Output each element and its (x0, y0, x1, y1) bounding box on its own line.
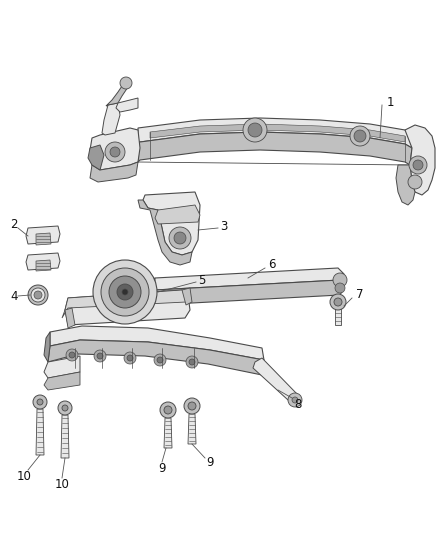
Text: 9: 9 (158, 462, 166, 474)
Polygon shape (396, 165, 415, 205)
Circle shape (122, 289, 128, 295)
Text: 2: 2 (10, 217, 18, 230)
Polygon shape (182, 288, 192, 305)
Polygon shape (62, 290, 188, 318)
Polygon shape (36, 409, 44, 455)
Text: 3: 3 (220, 220, 228, 232)
Circle shape (184, 398, 200, 414)
Circle shape (31, 288, 45, 302)
Polygon shape (106, 81, 130, 106)
Circle shape (354, 130, 366, 142)
Circle shape (333, 273, 347, 287)
Circle shape (58, 401, 72, 415)
Circle shape (154, 354, 166, 366)
Circle shape (334, 298, 342, 306)
Text: 5: 5 (198, 273, 206, 287)
Circle shape (117, 284, 133, 300)
Text: 10: 10 (17, 470, 32, 482)
Circle shape (186, 356, 198, 368)
Circle shape (408, 175, 422, 189)
Polygon shape (44, 372, 80, 390)
Polygon shape (44, 332, 50, 362)
Polygon shape (405, 125, 435, 195)
Circle shape (94, 350, 106, 362)
Polygon shape (26, 226, 60, 244)
Polygon shape (102, 103, 120, 135)
Polygon shape (164, 418, 172, 448)
Polygon shape (138, 200, 192, 265)
Circle shape (66, 349, 78, 361)
Polygon shape (116, 98, 138, 112)
Circle shape (248, 123, 262, 137)
Circle shape (93, 260, 157, 324)
Polygon shape (143, 192, 200, 255)
Circle shape (37, 399, 43, 405)
Circle shape (164, 406, 172, 414)
Circle shape (292, 397, 298, 403)
Polygon shape (44, 356, 80, 378)
Circle shape (330, 294, 346, 310)
Polygon shape (36, 233, 51, 245)
Circle shape (69, 352, 75, 358)
Circle shape (188, 402, 196, 410)
Polygon shape (150, 280, 344, 305)
Circle shape (34, 291, 42, 299)
Polygon shape (48, 340, 264, 375)
Polygon shape (150, 124, 405, 142)
Polygon shape (90, 162, 138, 182)
Polygon shape (88, 145, 104, 170)
Polygon shape (150, 278, 155, 305)
Circle shape (120, 77, 132, 89)
Text: 7: 7 (356, 287, 364, 301)
Circle shape (350, 126, 370, 146)
Circle shape (243, 118, 267, 142)
Polygon shape (138, 118, 415, 148)
Circle shape (160, 402, 176, 418)
Polygon shape (61, 415, 69, 458)
Circle shape (101, 268, 149, 316)
Circle shape (28, 285, 48, 305)
Polygon shape (155, 205, 200, 224)
Text: 8: 8 (294, 398, 302, 410)
Circle shape (409, 156, 427, 174)
Circle shape (413, 160, 423, 170)
Circle shape (62, 405, 68, 411)
Polygon shape (253, 358, 298, 403)
Circle shape (288, 393, 302, 407)
Circle shape (127, 355, 133, 361)
Text: 1: 1 (386, 95, 394, 109)
Polygon shape (90, 128, 140, 170)
Circle shape (124, 352, 136, 364)
Circle shape (189, 359, 195, 365)
Polygon shape (50, 326, 264, 360)
Polygon shape (26, 253, 60, 270)
Circle shape (174, 232, 186, 244)
Polygon shape (150, 268, 344, 290)
Polygon shape (65, 290, 190, 325)
Polygon shape (138, 132, 412, 165)
Text: 4: 4 (10, 289, 18, 303)
Text: 6: 6 (268, 259, 276, 271)
Circle shape (110, 147, 120, 157)
Polygon shape (36, 260, 51, 271)
Polygon shape (65, 308, 75, 328)
Circle shape (335, 283, 345, 293)
Circle shape (157, 357, 163, 363)
Polygon shape (188, 414, 196, 444)
Text: 10: 10 (55, 478, 70, 490)
Circle shape (169, 227, 191, 249)
Polygon shape (335, 302, 341, 325)
Text: 9: 9 (206, 456, 214, 469)
Circle shape (33, 395, 47, 409)
Circle shape (105, 142, 125, 162)
Circle shape (97, 353, 103, 359)
Circle shape (109, 276, 141, 308)
